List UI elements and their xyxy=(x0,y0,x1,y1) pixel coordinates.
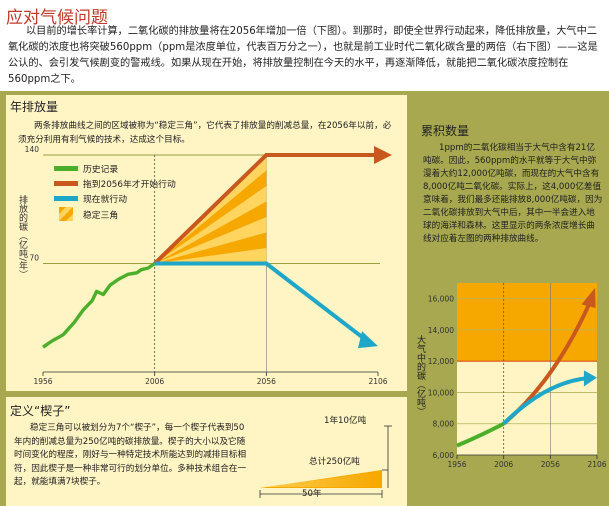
annual-panel: 年排放量 两条排放曲线之间的区域被称为“稳定三角”，它代表了排放量的削减总量，在… xyxy=(6,95,407,391)
annual-x-tick-label: 2006 xyxy=(145,377,164,386)
legend-label-history: 历史记录 xyxy=(83,165,119,175)
stabilization-wedge xyxy=(154,217,267,264)
series-line-history xyxy=(42,262,156,349)
annual-x-tick-label: 2056 xyxy=(257,377,276,386)
annual-ylabel: 排放的碳（亿吨/年） xyxy=(17,195,27,280)
legend-swatch-triangle xyxy=(59,207,73,221)
intro-section: 应对气候问题 以目前的增长率计算，二氧化碳的排放量将在2056年增加一倍（下图）… xyxy=(0,0,609,91)
wedge-panel: 定义“楔子” 稳定三角可以被划分为7个“楔子”，每一个楔子代表到50年内的削减总… xyxy=(6,397,407,506)
series-arrow-act-now xyxy=(358,331,378,349)
wedge-desc: 稳定三角可以被划分为7个“楔子”，每一个楔子代表到50年内的削减总量为250亿吨… xyxy=(14,423,247,487)
page-title: 应对气候问题 xyxy=(6,8,108,28)
annual-heading: 年排放量 xyxy=(10,100,59,114)
annual-x-tick-label: 2106 xyxy=(368,377,387,386)
legend-swatch-delay xyxy=(54,181,78,186)
series-line-act-now xyxy=(154,261,368,342)
wedge-label-top: 1年10亿吨 xyxy=(324,416,367,426)
annual-x-tick-label: 1956 xyxy=(33,377,52,386)
cumul-panel: 累积数量 1ppm的二氧化碳相当于大气中含有21亿吨碳。因此，560ppm的水平… xyxy=(413,95,609,506)
cumul-annotation: 前工业时代的两倍 xyxy=(460,343,533,353)
intro-text: 以目前的增长率计算，二氧化碳的排放量将在2056年增加一倍（下图）。到那时，即使… xyxy=(8,26,598,85)
legend-swatch-act-now xyxy=(54,196,78,201)
legend-label-delay: 拖到2056年才开始行动 xyxy=(83,180,176,190)
cumul-heading: 累积数量 xyxy=(421,124,470,138)
annual-y-tick-label: 70 xyxy=(29,254,39,263)
wedge-label-years: 50年 xyxy=(302,489,322,499)
annual-desc: 两条排放曲线之间的区域被称为“稳定三角”，它代表了排放量的削减总量，在2056年… xyxy=(18,121,392,145)
stabilization-wedge xyxy=(154,248,267,264)
series-arrow-delay xyxy=(374,146,392,164)
stabilization-wedge xyxy=(154,186,267,264)
annual-legend: 历史记录 拖到2056年才开始行动 现在就行动 稳定三角 xyxy=(54,162,186,222)
wedge-heading: 定义“楔子” xyxy=(10,404,71,418)
wedge-label-total: 总计250亿吨 xyxy=(309,457,360,467)
cumul-desc: 1ppm的二氧化碳相当于大气中含有21亿吨碳。因此，560ppm的水平就等于大气… xyxy=(423,143,603,244)
annual-y-tick-label: 140 xyxy=(25,145,40,154)
legend-label-act-now: 现在就行动 xyxy=(83,195,127,205)
cumul-ylabel: 大气中的碳（亿吨） xyxy=(415,335,425,416)
series-line-delay xyxy=(153,153,378,265)
legend-label-triangle: 稳定三角 xyxy=(83,211,119,221)
legend-swatch-history xyxy=(54,166,78,171)
